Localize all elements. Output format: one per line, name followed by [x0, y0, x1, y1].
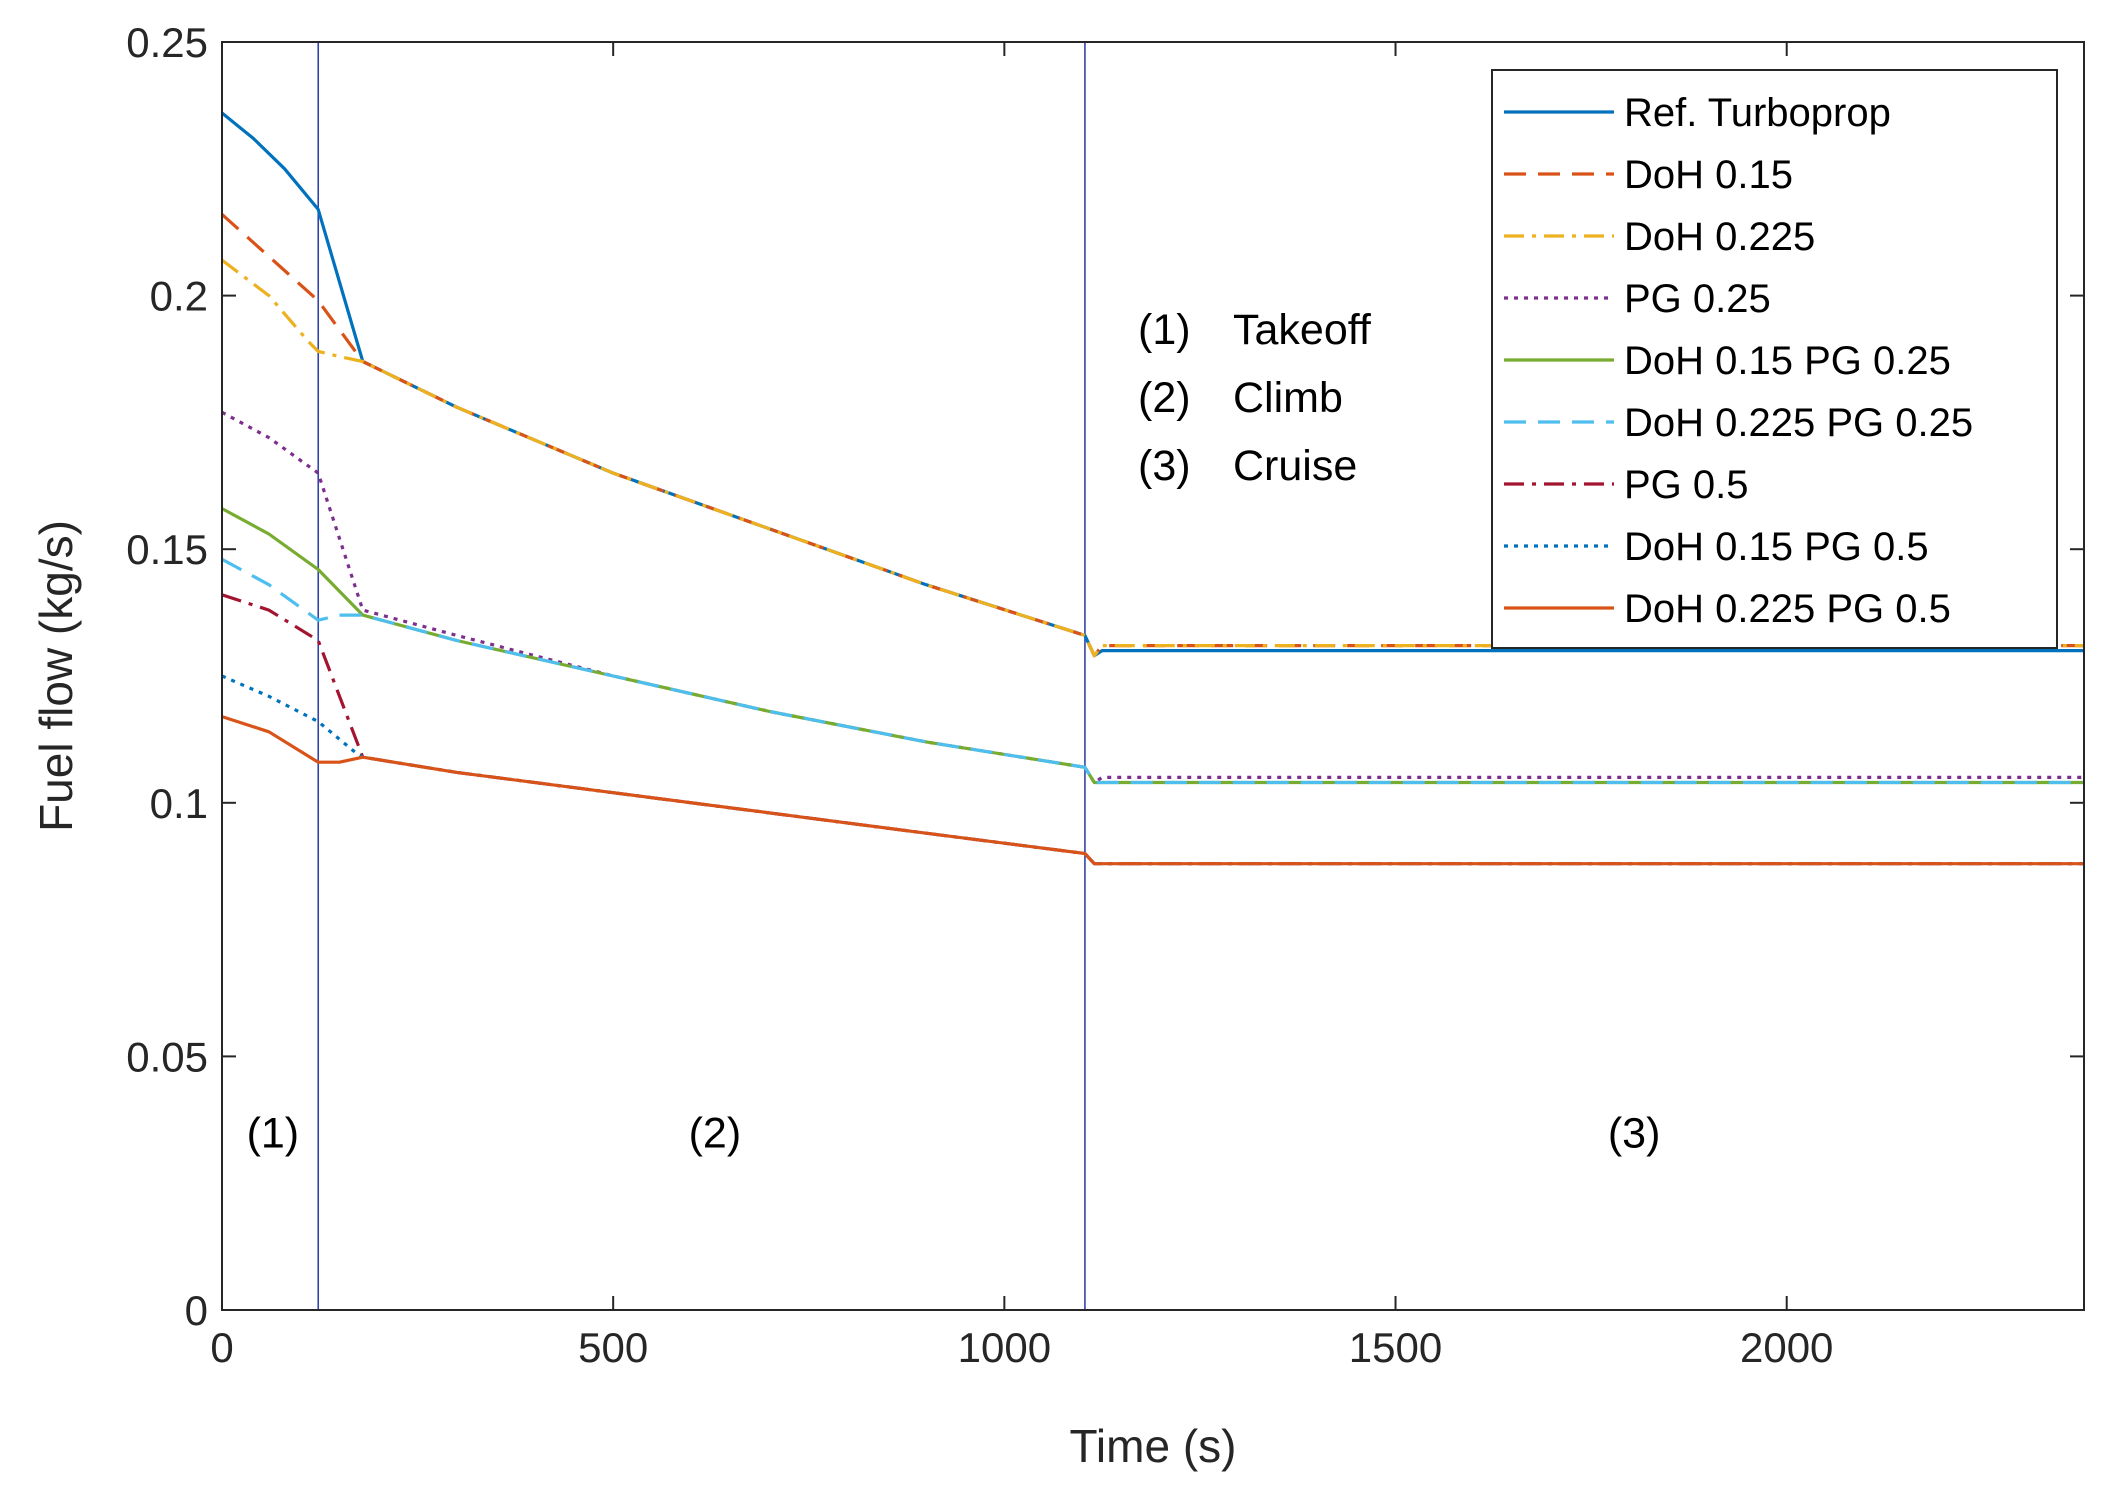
- x-tick-label: 0: [210, 1324, 233, 1371]
- legend-label-6: DoH 0.225 PG 0.25: [1624, 401, 1973, 445]
- y-tick-label: 0.25: [126, 19, 208, 66]
- legend-label-5: DoH 0.15 PG 0.25: [1624, 339, 1951, 383]
- x-axis-title: Time (s): [1070, 1420, 1237, 1472]
- phase-marker-2: (2): [689, 1109, 742, 1157]
- phase-legend-name: Cruise: [1233, 442, 1357, 490]
- phase-legend-number: (1): [1138, 306, 1191, 354]
- phase-marker-1: (1): [247, 1109, 300, 1157]
- phase-legend-name: Climb: [1233, 374, 1343, 422]
- phase-markers: (1) (2) (3): [247, 1109, 1661, 1157]
- y-tick-label: 0.2: [150, 273, 208, 320]
- series-layer: [222, 111, 2084, 866]
- series-line-4: [222, 410, 2084, 785]
- y-tick-label: 0.15: [126, 526, 208, 573]
- phase-marker-3: (3): [1608, 1109, 1661, 1157]
- y-axis-title: Fuel flow (kg/s): [30, 520, 82, 832]
- y-tick-label: 0.05: [126, 1033, 208, 1080]
- legend-label-1: Ref. Turboprop: [1624, 91, 1891, 135]
- phase-legend-name: Takeoff: [1233, 306, 1372, 354]
- x-tick-label: 1000: [958, 1324, 1051, 1371]
- phase-legend-number: (3): [1138, 442, 1191, 490]
- phase-legend: (1) Takeoff (2) Climb (3) Cruise: [1138, 306, 1372, 490]
- series-line-3: [222, 258, 2084, 658]
- legend-label-2: DoH 0.15: [1624, 153, 1793, 197]
- tick-labels: 0 500 1000 1500 2000 0 0.05 0.1 0.15 0.2 0.25: [126, 19, 1833, 1371]
- x-tick-label: 1500: [1349, 1324, 1442, 1371]
- legend-label-4: PG 0.25: [1624, 277, 1771, 321]
- axes-frame: [221, 41, 2085, 1311]
- legend-label-7: PG 0.5: [1624, 463, 1749, 507]
- legend-label-9: DoH 0.225 PG 0.5: [1624, 587, 1951, 631]
- y-tick-label: 0: [185, 1287, 208, 1334]
- phase-legend-number: (2): [1138, 374, 1191, 422]
- series-line-9: [222, 715, 2084, 866]
- legend-label-3: DoH 0.225: [1624, 215, 1815, 259]
- legend-items: Ref. Turboprop DoH 0.15 DoH 0.225 PG 0.25 Do…: [1504, 91, 1973, 631]
- phase-boundary-lines: [317, 42, 1086, 1310]
- axis-ticks: [221, 41, 2084, 1311]
- x-tick-label: 2000: [1740, 1324, 1833, 1371]
- legend: Ref. Turboprop DoH 0.15 DoH 0.225 PG 0.25 Do…: [1491, 69, 2058, 649]
- legend-label-8: DoH 0.15 PG 0.5: [1624, 525, 1929, 569]
- x-tick-label: 500: [578, 1324, 648, 1371]
- y-tick-label: 0.1: [150, 780, 208, 827]
- series-line-6: [222, 557, 2084, 785]
